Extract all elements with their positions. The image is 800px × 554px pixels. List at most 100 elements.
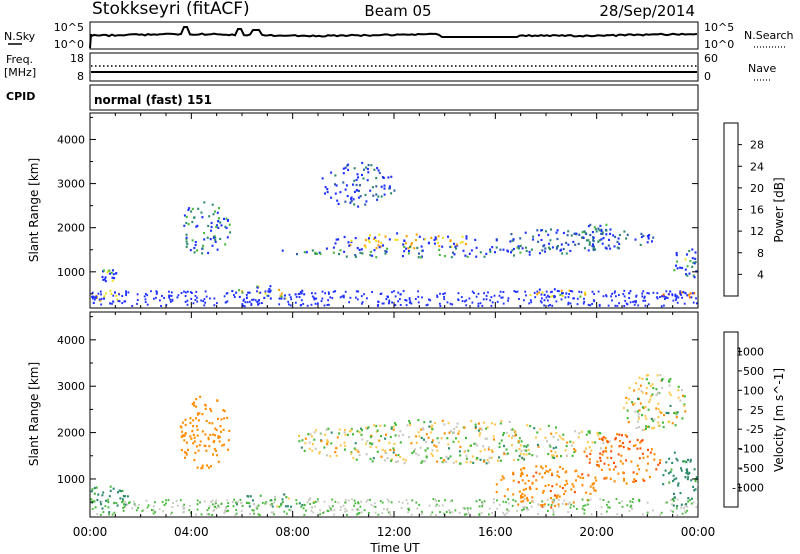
data-cell (530, 248, 533, 251)
data-cell (641, 406, 644, 409)
data-cell (598, 229, 601, 232)
data-cell (662, 293, 665, 296)
data-cell (605, 510, 608, 513)
data-cell (351, 498, 353, 501)
data-cell (689, 460, 692, 463)
data-cell (469, 507, 472, 510)
data-cell (535, 471, 538, 474)
data-cell (461, 235, 464, 238)
data-cell (479, 251, 482, 254)
data-cell (170, 294, 173, 297)
data-cell (263, 296, 266, 299)
data-cell (344, 188, 347, 191)
data-cell (490, 304, 493, 307)
data-cell (474, 442, 477, 445)
data-cell (216, 399, 219, 402)
data-cell (551, 304, 554, 307)
data-cell (447, 235, 449, 238)
data-cell (634, 444, 637, 447)
data-cell (335, 454, 338, 457)
data-cell (315, 500, 317, 503)
data-cell (684, 291, 687, 294)
data-cell (220, 418, 223, 421)
data-cell (252, 499, 254, 502)
data-cell (223, 443, 226, 446)
data-cell (381, 448, 384, 451)
data-cell (96, 513, 99, 516)
data-cell (443, 459, 446, 462)
data-cell (682, 291, 685, 294)
data-cell (676, 267, 679, 270)
data-cell (377, 303, 379, 306)
data-cell (625, 482, 628, 485)
data-cell (274, 495, 277, 498)
data-cell (332, 246, 335, 249)
data-cell (683, 460, 686, 463)
data-cell (607, 244, 610, 247)
data-cell (425, 433, 428, 436)
data-cell (183, 503, 185, 506)
data-cell (582, 476, 585, 480)
data-cell (318, 451, 321, 454)
data-cell (510, 428, 513, 431)
data-cell (611, 299, 613, 302)
data-cell (121, 498, 124, 501)
data-cell (107, 498, 109, 501)
data-cell (624, 434, 627, 437)
data-cell (697, 483, 698, 486)
data-cell (605, 476, 608, 479)
data-cell (171, 506, 174, 508)
data-cell (187, 448, 189, 451)
data-cell (370, 164, 373, 167)
data-cell (252, 298, 255, 301)
data-cell (404, 459, 407, 462)
data-cell (443, 255, 446, 258)
data-cell (513, 290, 516, 293)
data-cell (664, 501, 667, 504)
data-cell (575, 469, 578, 472)
y-tick-label: 2000 (57, 427, 85, 440)
data-cell (366, 167, 369, 171)
data-cell (191, 207, 194, 210)
data-cell (583, 297, 585, 300)
data-cell (203, 232, 206, 235)
data-cell (199, 501, 201, 504)
data-cell (645, 392, 648, 395)
data-cell (102, 278, 105, 281)
data-cell (451, 303, 454, 306)
data-cell (616, 513, 619, 515)
data-cell (459, 454, 462, 457)
data-cell (493, 514, 496, 517)
data-cell (112, 273, 115, 276)
data-cell (573, 448, 576, 451)
data-cell (640, 232, 643, 235)
data-cell (643, 296, 646, 299)
data-cell (431, 454, 434, 457)
data-cell (193, 459, 196, 462)
data-cell (692, 485, 695, 488)
data-cell (636, 472, 638, 475)
data-cell (600, 513, 603, 515)
data-cell (204, 301, 206, 304)
data-cell (601, 231, 604, 234)
data-cell (661, 386, 664, 390)
data-cell (607, 463, 610, 467)
time-axis-label: Time UT (369, 541, 420, 554)
data-cell (109, 485, 112, 488)
data-cell (384, 235, 387, 238)
data-cell (283, 493, 286, 496)
data-cell (639, 402, 642, 405)
data-cell (309, 497, 312, 500)
data-cell (91, 507, 94, 510)
data-cell (555, 455, 558, 458)
data-cell (614, 235, 617, 238)
data-cell (101, 507, 104, 510)
data-cell (325, 247, 328, 250)
data-cell (535, 455, 538, 458)
data-cell (408, 509, 410, 511)
data-cell (227, 505, 229, 508)
data-cell (335, 446, 338, 450)
data-cell (421, 249, 424, 252)
data-cell (676, 411, 679, 414)
data-cell (581, 484, 584, 487)
